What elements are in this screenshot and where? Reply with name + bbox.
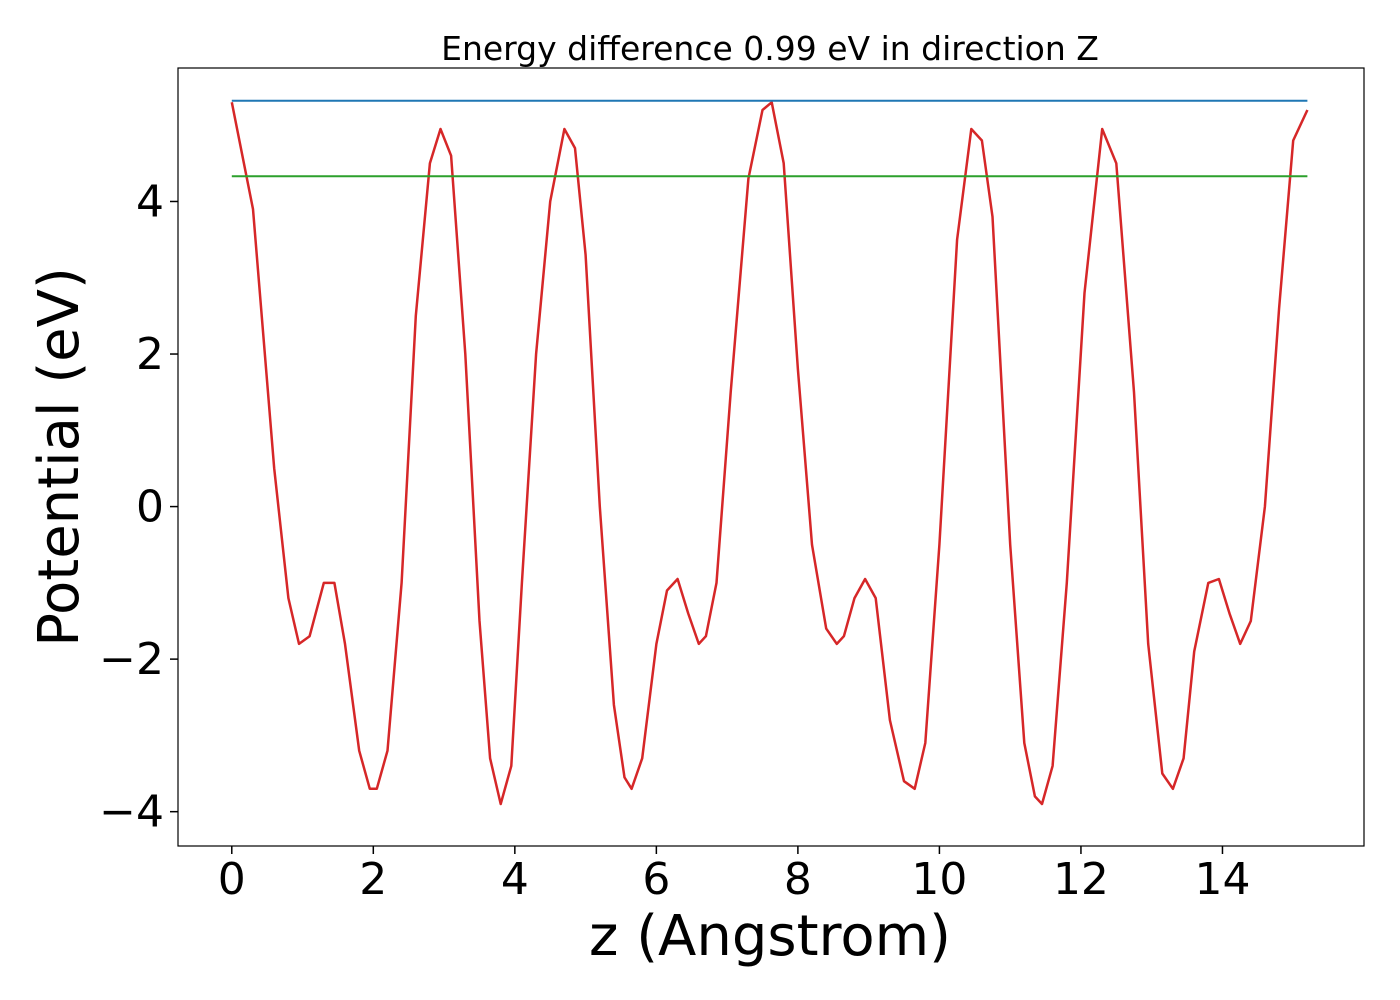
- chart-title: Energy difference 0.99 eV in direction Z: [441, 29, 1099, 68]
- x-tick-label: 10: [911, 854, 967, 905]
- y-tick-label: −4: [99, 787, 164, 838]
- x-tick-label: 12: [1053, 854, 1109, 905]
- y-tick-label: 2: [136, 329, 164, 380]
- x-tick-label: 8: [784, 854, 812, 905]
- series-line-0: [230, 101, 1309, 806]
- x-tick-label: 6: [642, 854, 670, 905]
- y-tick-label: 0: [136, 482, 164, 533]
- x-tick-label: 4: [501, 854, 529, 905]
- x-tick-label: 14: [1194, 854, 1250, 905]
- axes-frame: [177, 67, 1365, 847]
- plot-area: [230, 99, 1309, 806]
- axis-ticks: 0 2 4 6 8 10 12 14 −4 −2 0 2 4: [99, 176, 1250, 905]
- x-axis-label: z (Angstrom): [589, 904, 951, 969]
- x-tick-label: 0: [218, 854, 246, 905]
- x-tick-label: 2: [359, 854, 387, 905]
- y-axis-label: Potential (eV): [27, 267, 92, 647]
- y-tick-label: −2: [99, 634, 164, 685]
- y-tick-label: 4: [136, 176, 164, 227]
